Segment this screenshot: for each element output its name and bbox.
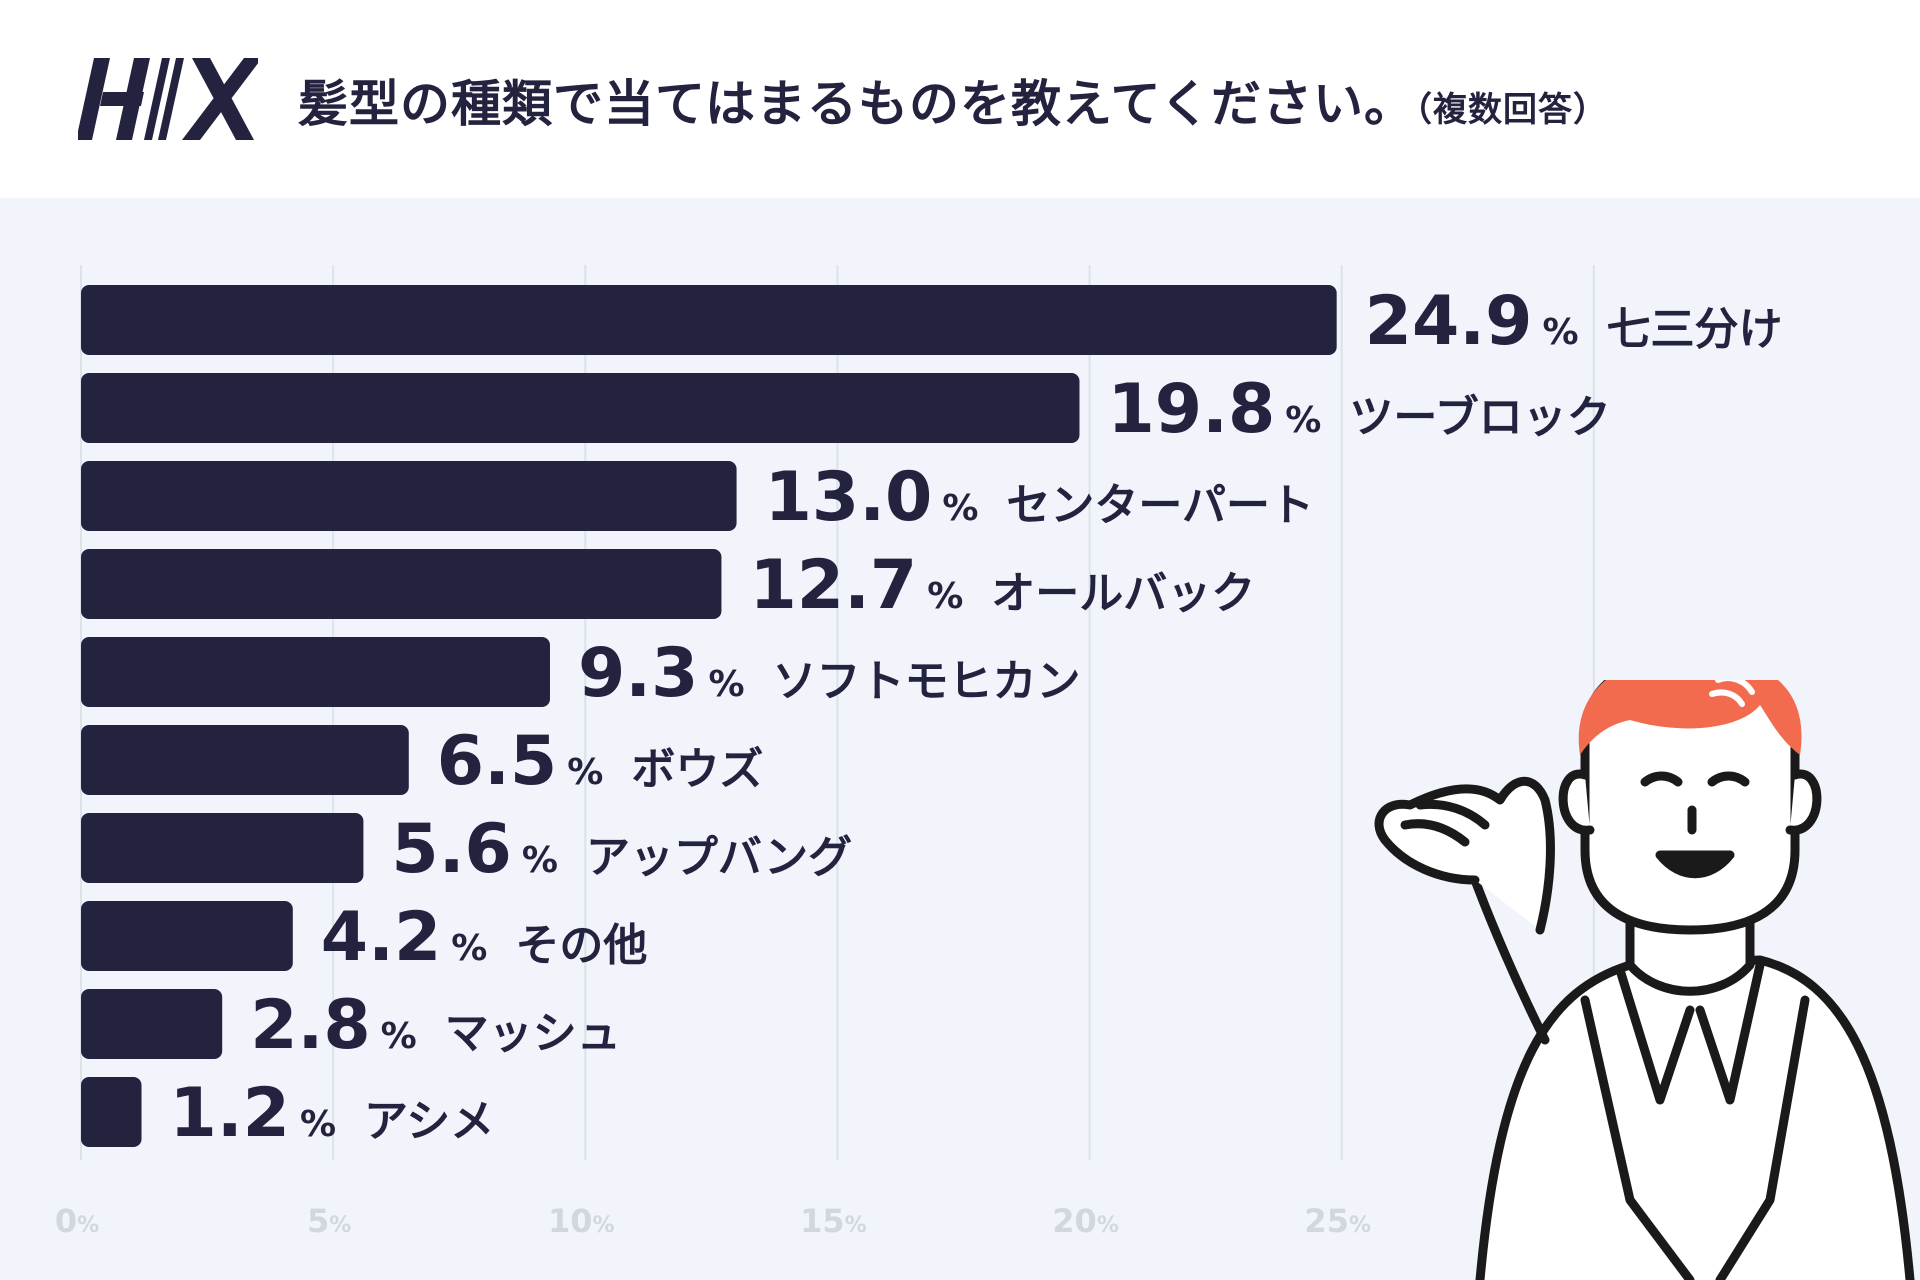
bar-labels: 24.9% 七三分け 19.8% ツーブロック 13.0% センターパート 12.7% オール… [170, 282, 1783, 1153]
bar [81, 373, 1080, 443]
data-label: 5.6% アップバング [391, 810, 852, 889]
page-title: 髪型の種類で当てはまるものを教えてください。（複数回答） [298, 74, 1608, 140]
data-label: 2.8% マッシュ [250, 986, 621, 1065]
x-tick-label: 20% [1052, 1202, 1119, 1240]
data-label: 9.3% ソフトモヒカン [578, 634, 1081, 713]
bar [81, 1077, 142, 1147]
bar [81, 549, 722, 619]
man-gesturing-icon [1374, 680, 1915, 1280]
bar [81, 901, 293, 971]
x-tick-label: 0% [55, 1202, 99, 1240]
title-main: 髪型の種類で当てはまるものを教えてください。 [298, 75, 1415, 133]
bars [81, 285, 1337, 1147]
bar [81, 285, 1337, 355]
data-label: 12.7% オールバック [749, 546, 1255, 625]
bar [81, 989, 223, 1059]
hix-logo [78, 58, 258, 140]
bar [81, 813, 364, 883]
x-tick-label: 25% [1304, 1202, 1371, 1240]
bar [81, 637, 550, 707]
data-label: 24.9% 七三分け [1365, 282, 1783, 361]
header: 髪型の種類で当てはまるものを教えてください。（複数回答） [0, 0, 1920, 198]
bar [81, 725, 409, 795]
data-label: 4.2% その他 [321, 898, 648, 977]
title-note: （複数回答） [1415, 90, 1608, 130]
x-axis-ticks: 0% 5% 10% 15% 20% 25% [55, 1202, 1371, 1240]
data-label: 1.2% アシメ [170, 1074, 495, 1153]
x-tick-label: 15% [800, 1202, 867, 1240]
bar [81, 461, 737, 531]
x-tick-label: 10% [548, 1202, 615, 1240]
data-label: 6.5% ボウズ [437, 722, 764, 801]
data-label: 19.8% ツーブロック [1107, 370, 1610, 449]
x-tick-label: 5% [307, 1202, 351, 1240]
data-label: 13.0% センターパート [765, 458, 1314, 537]
